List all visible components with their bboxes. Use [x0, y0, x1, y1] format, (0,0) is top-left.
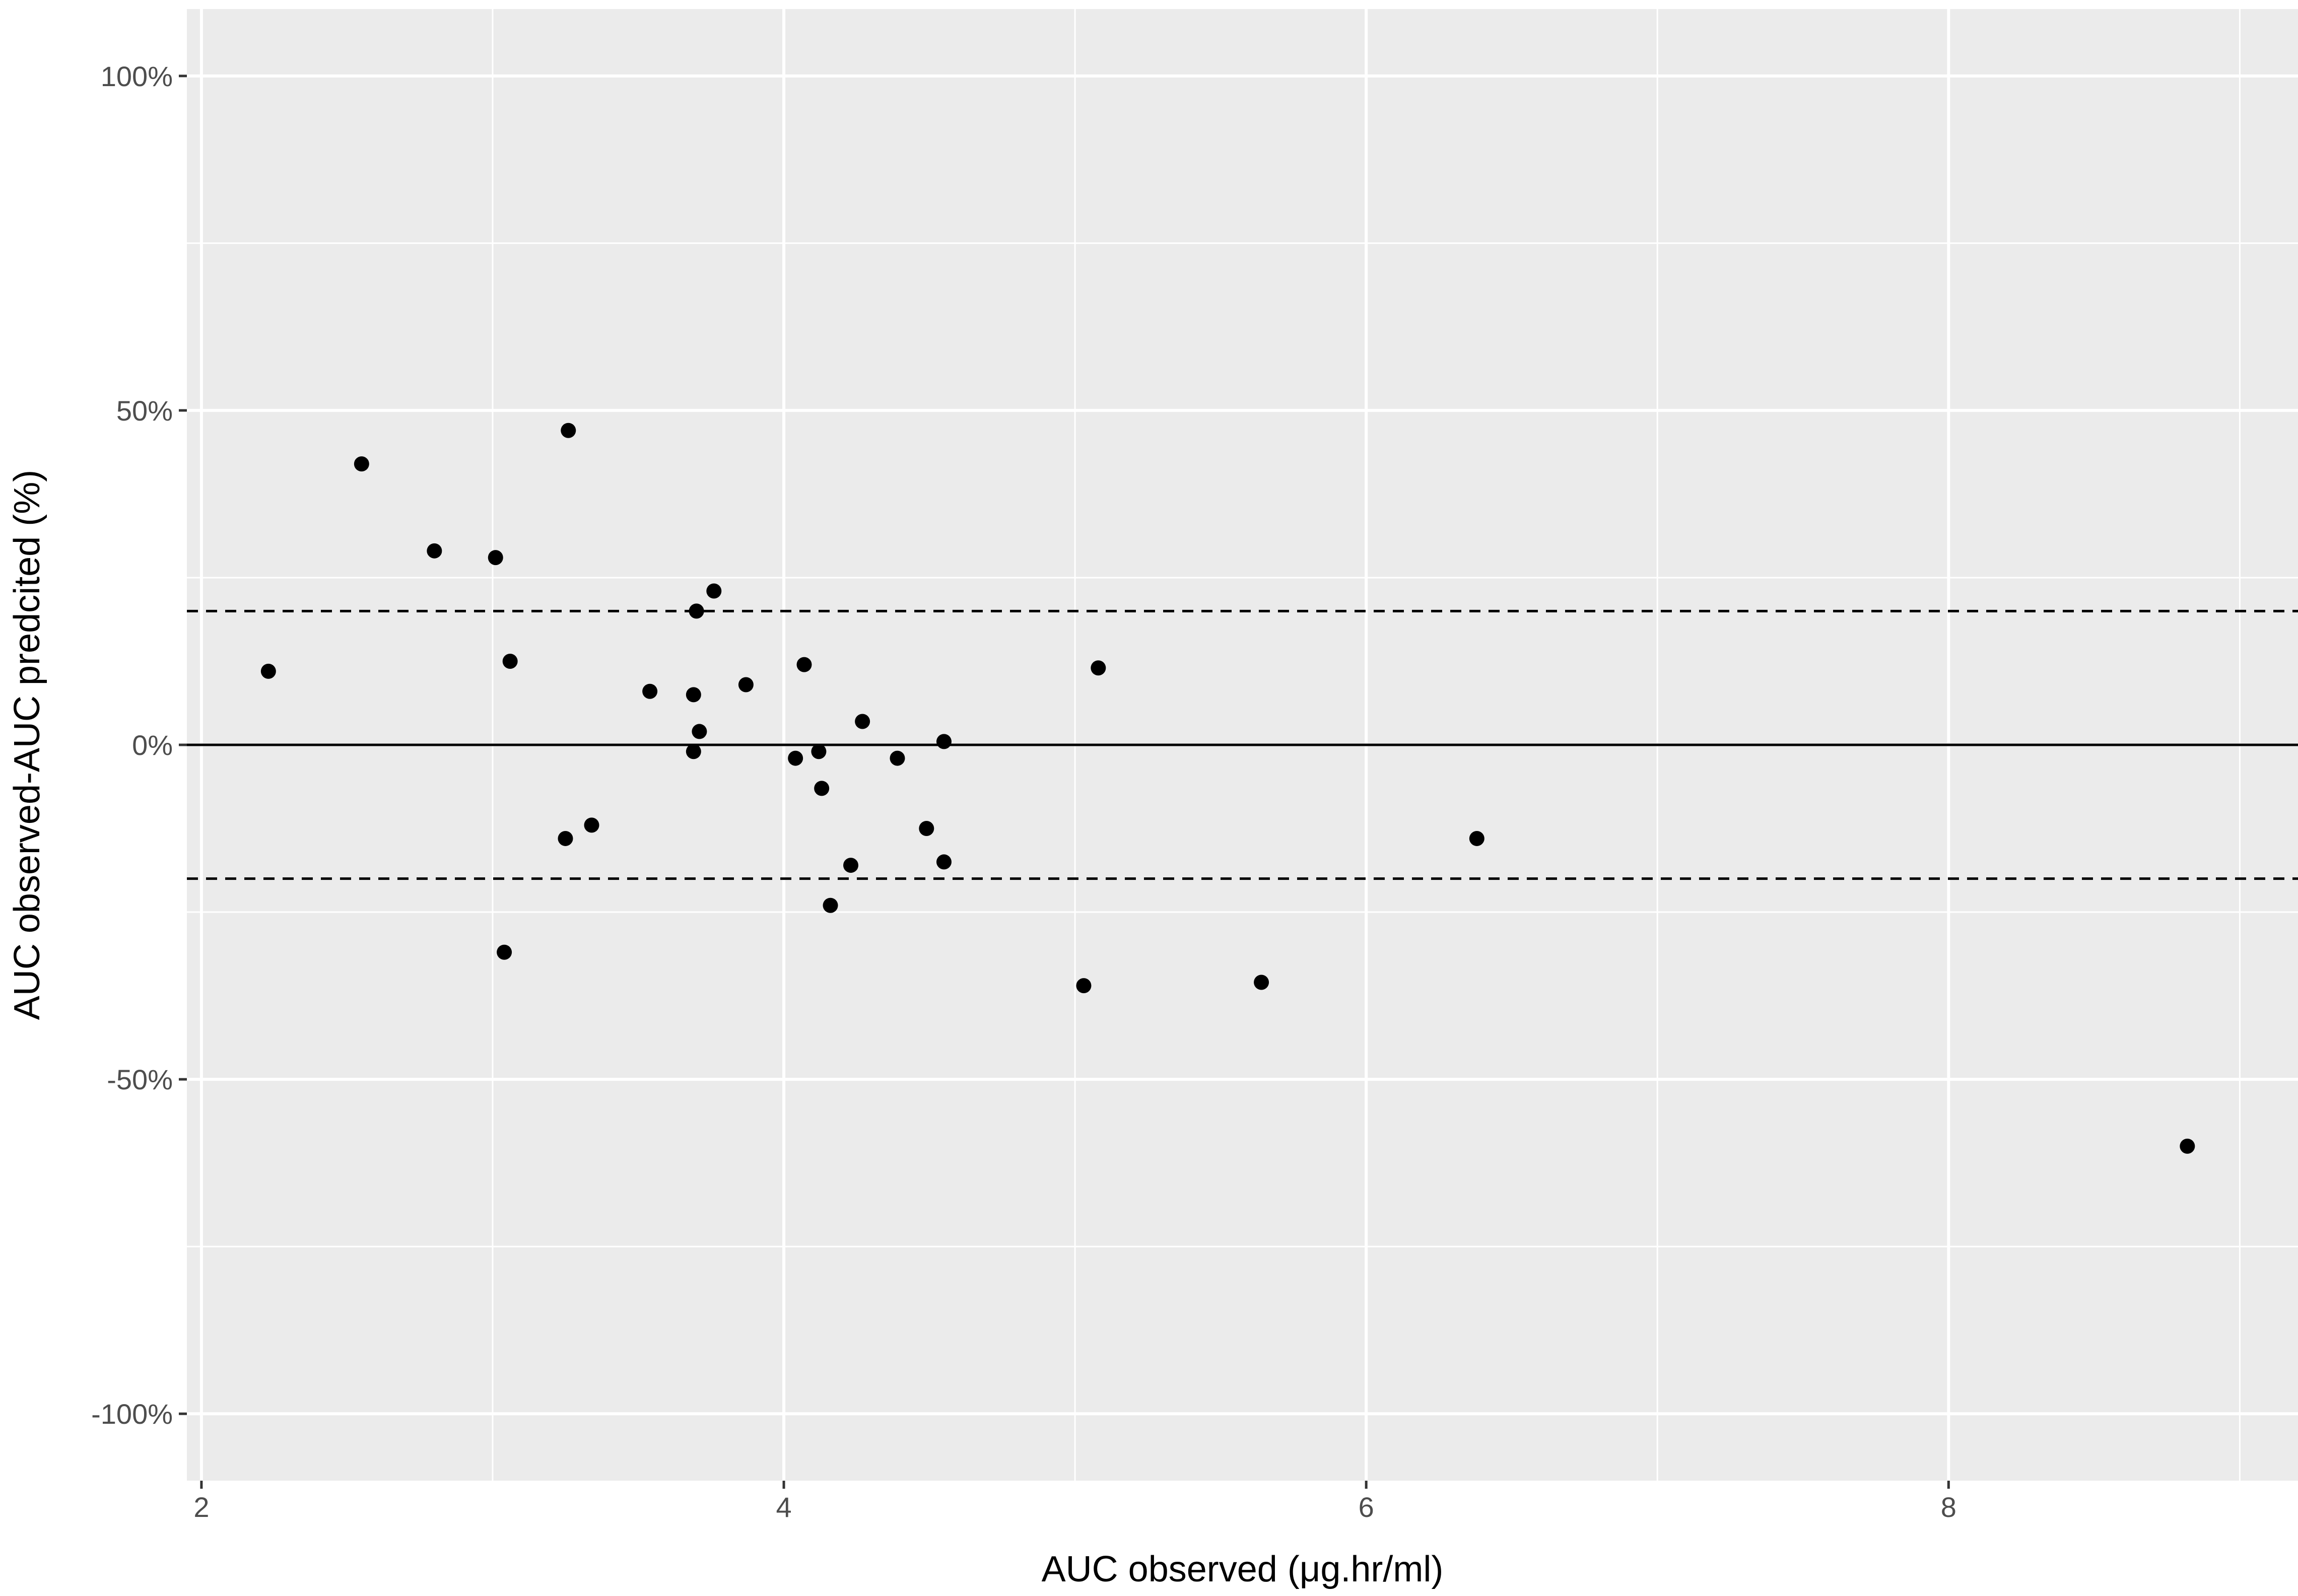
- data-point: [855, 714, 870, 729]
- data-point: [642, 683, 658, 699]
- data-point: [919, 821, 934, 837]
- data-point: [814, 781, 830, 796]
- data-point: [811, 744, 827, 759]
- y-axis: -100% -50% 0% 50% 100%: [91, 60, 187, 1430]
- data-point: [692, 724, 707, 739]
- y-tick-label: -100%: [91, 1398, 173, 1430]
- data-point: [843, 858, 858, 873]
- data-point: [823, 897, 838, 913]
- y-axis-title: AUC observed-AUC predcited (%): [7, 470, 47, 1020]
- data-point: [890, 750, 905, 766]
- data-point: [488, 550, 503, 566]
- x-axis-title: AUC observed (μg.hr/ml): [1042, 1549, 1444, 1589]
- data-point: [1076, 978, 1092, 994]
- data-point: [936, 854, 952, 870]
- data-point: [354, 456, 369, 472]
- data-point: [2180, 1138, 2195, 1154]
- data-point: [427, 543, 442, 559]
- x-tick-label: 4: [776, 1491, 791, 1523]
- data-point: [686, 744, 701, 759]
- data-point: [497, 944, 512, 960]
- x-axis: 2 4 6 8: [193, 1481, 1956, 1523]
- reference-lines: [187, 609, 2298, 880]
- x-tick-label: 6: [1359, 1491, 1374, 1523]
- y-tick-label: 100%: [101, 60, 173, 92]
- data-point: [936, 734, 952, 749]
- y-tick-label: -50%: [107, 1064, 173, 1095]
- data-point: [1254, 975, 1269, 990]
- data-point: [686, 687, 701, 703]
- data-point: [561, 423, 576, 438]
- data-point: [1469, 830, 1484, 846]
- data-point: [558, 830, 573, 846]
- data-point: [788, 750, 803, 766]
- data-point: [584, 817, 599, 833]
- data-point: [1091, 660, 1106, 676]
- data-point: [796, 657, 812, 672]
- data-point: [502, 653, 518, 669]
- x-tick-label: 8: [1941, 1491, 1956, 1523]
- data-point: [706, 583, 722, 599]
- x-tick-label: 2: [193, 1491, 209, 1523]
- data-points: [260, 423, 2195, 1154]
- data-point: [738, 677, 754, 692]
- y-tick-label: 50%: [116, 395, 173, 427]
- data-point: [260, 663, 276, 679]
- data-point: [689, 603, 704, 619]
- y-tick-label: 0%: [132, 729, 173, 761]
